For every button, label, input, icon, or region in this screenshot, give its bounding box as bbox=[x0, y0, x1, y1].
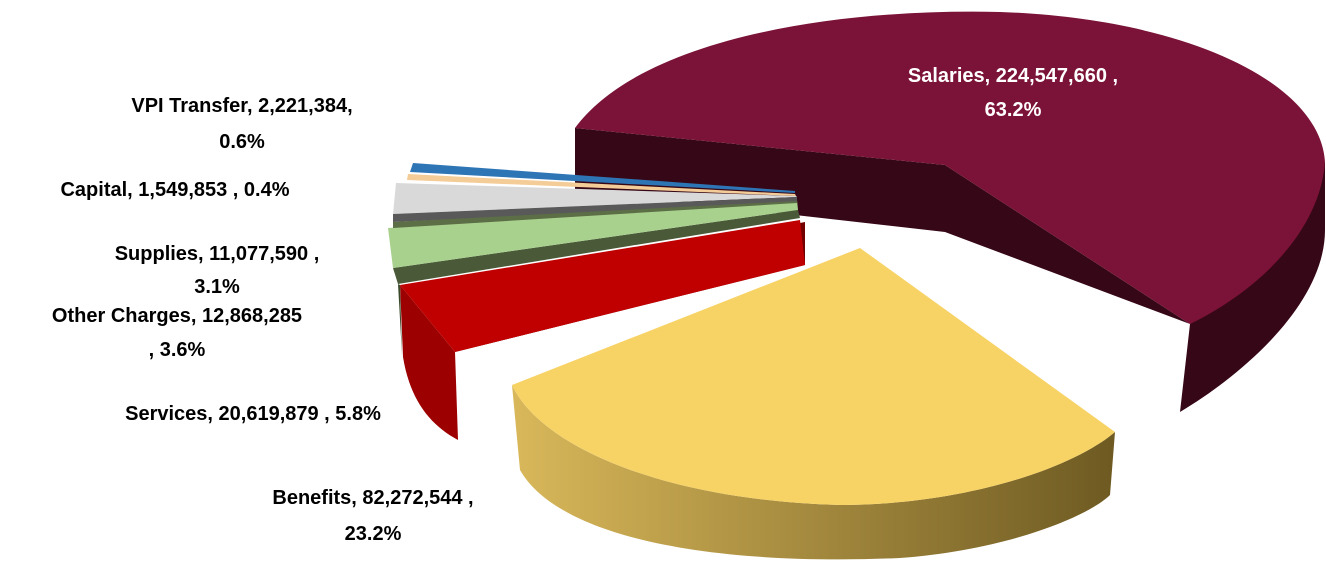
slice-salaries-top bbox=[575, 11, 1325, 324]
data-label-capital-line-1: Capital, 1,549,853 , 0.4% bbox=[60, 179, 289, 201]
slice-benefits-top bbox=[512, 248, 1115, 505]
data-label-salaries-line-1: Salaries, 224,547,660 , bbox=[908, 65, 1118, 87]
slice-benefits-side bbox=[512, 385, 1115, 560]
slice-vpi-transfer bbox=[410, 163, 795, 193]
data-label-other-charges-line-1: Other Charges, 12,868,285 bbox=[52, 305, 302, 327]
slice-capital-top bbox=[407, 174, 796, 196]
data-label-other-charges-line-2: , 3.6% bbox=[149, 339, 206, 361]
data-label-vpi-transfer-line-1: VPI Transfer, 2,221,384, bbox=[131, 95, 352, 117]
slice-other-charges-side bbox=[398, 284, 402, 355]
slice-supplies-top bbox=[388, 200, 798, 268]
slice-vpi-transfer-top bbox=[410, 163, 795, 193]
slice-services-top bbox=[400, 220, 805, 352]
data-label-supplies-line-2: 3.1% bbox=[194, 276, 240, 298]
data-labels: Salaries, 224,547,660 , 63.2% Benefits, 82… bbox=[52, 65, 1118, 545]
slice-services bbox=[400, 220, 805, 440]
slice-other-charges bbox=[393, 210, 800, 355]
data-label-benefits-line-2: 23.2% bbox=[345, 523, 402, 545]
slice-services-side bbox=[400, 285, 458, 440]
slice-grey-wedge bbox=[393, 183, 797, 222]
slice-other-charges-top bbox=[393, 210, 800, 284]
data-label-services-line-1: Services, 20,619,879 , 5.8% bbox=[125, 403, 381, 425]
slice-grey-top bbox=[393, 183, 797, 214]
data-label-vpi-transfer-line-2: 0.6% bbox=[219, 131, 265, 153]
data-label-supplies-line-1: Supplies, 11,077,590 , bbox=[115, 243, 320, 265]
slice-grey-edge bbox=[393, 197, 797, 222]
data-label-benefits-line-1: Benefits, 82,272,544 , bbox=[272, 487, 473, 509]
slice-benefits bbox=[512, 248, 1115, 560]
data-label-salaries-line-2: 63.2% bbox=[985, 99, 1042, 121]
slice-capital bbox=[407, 174, 796, 196]
